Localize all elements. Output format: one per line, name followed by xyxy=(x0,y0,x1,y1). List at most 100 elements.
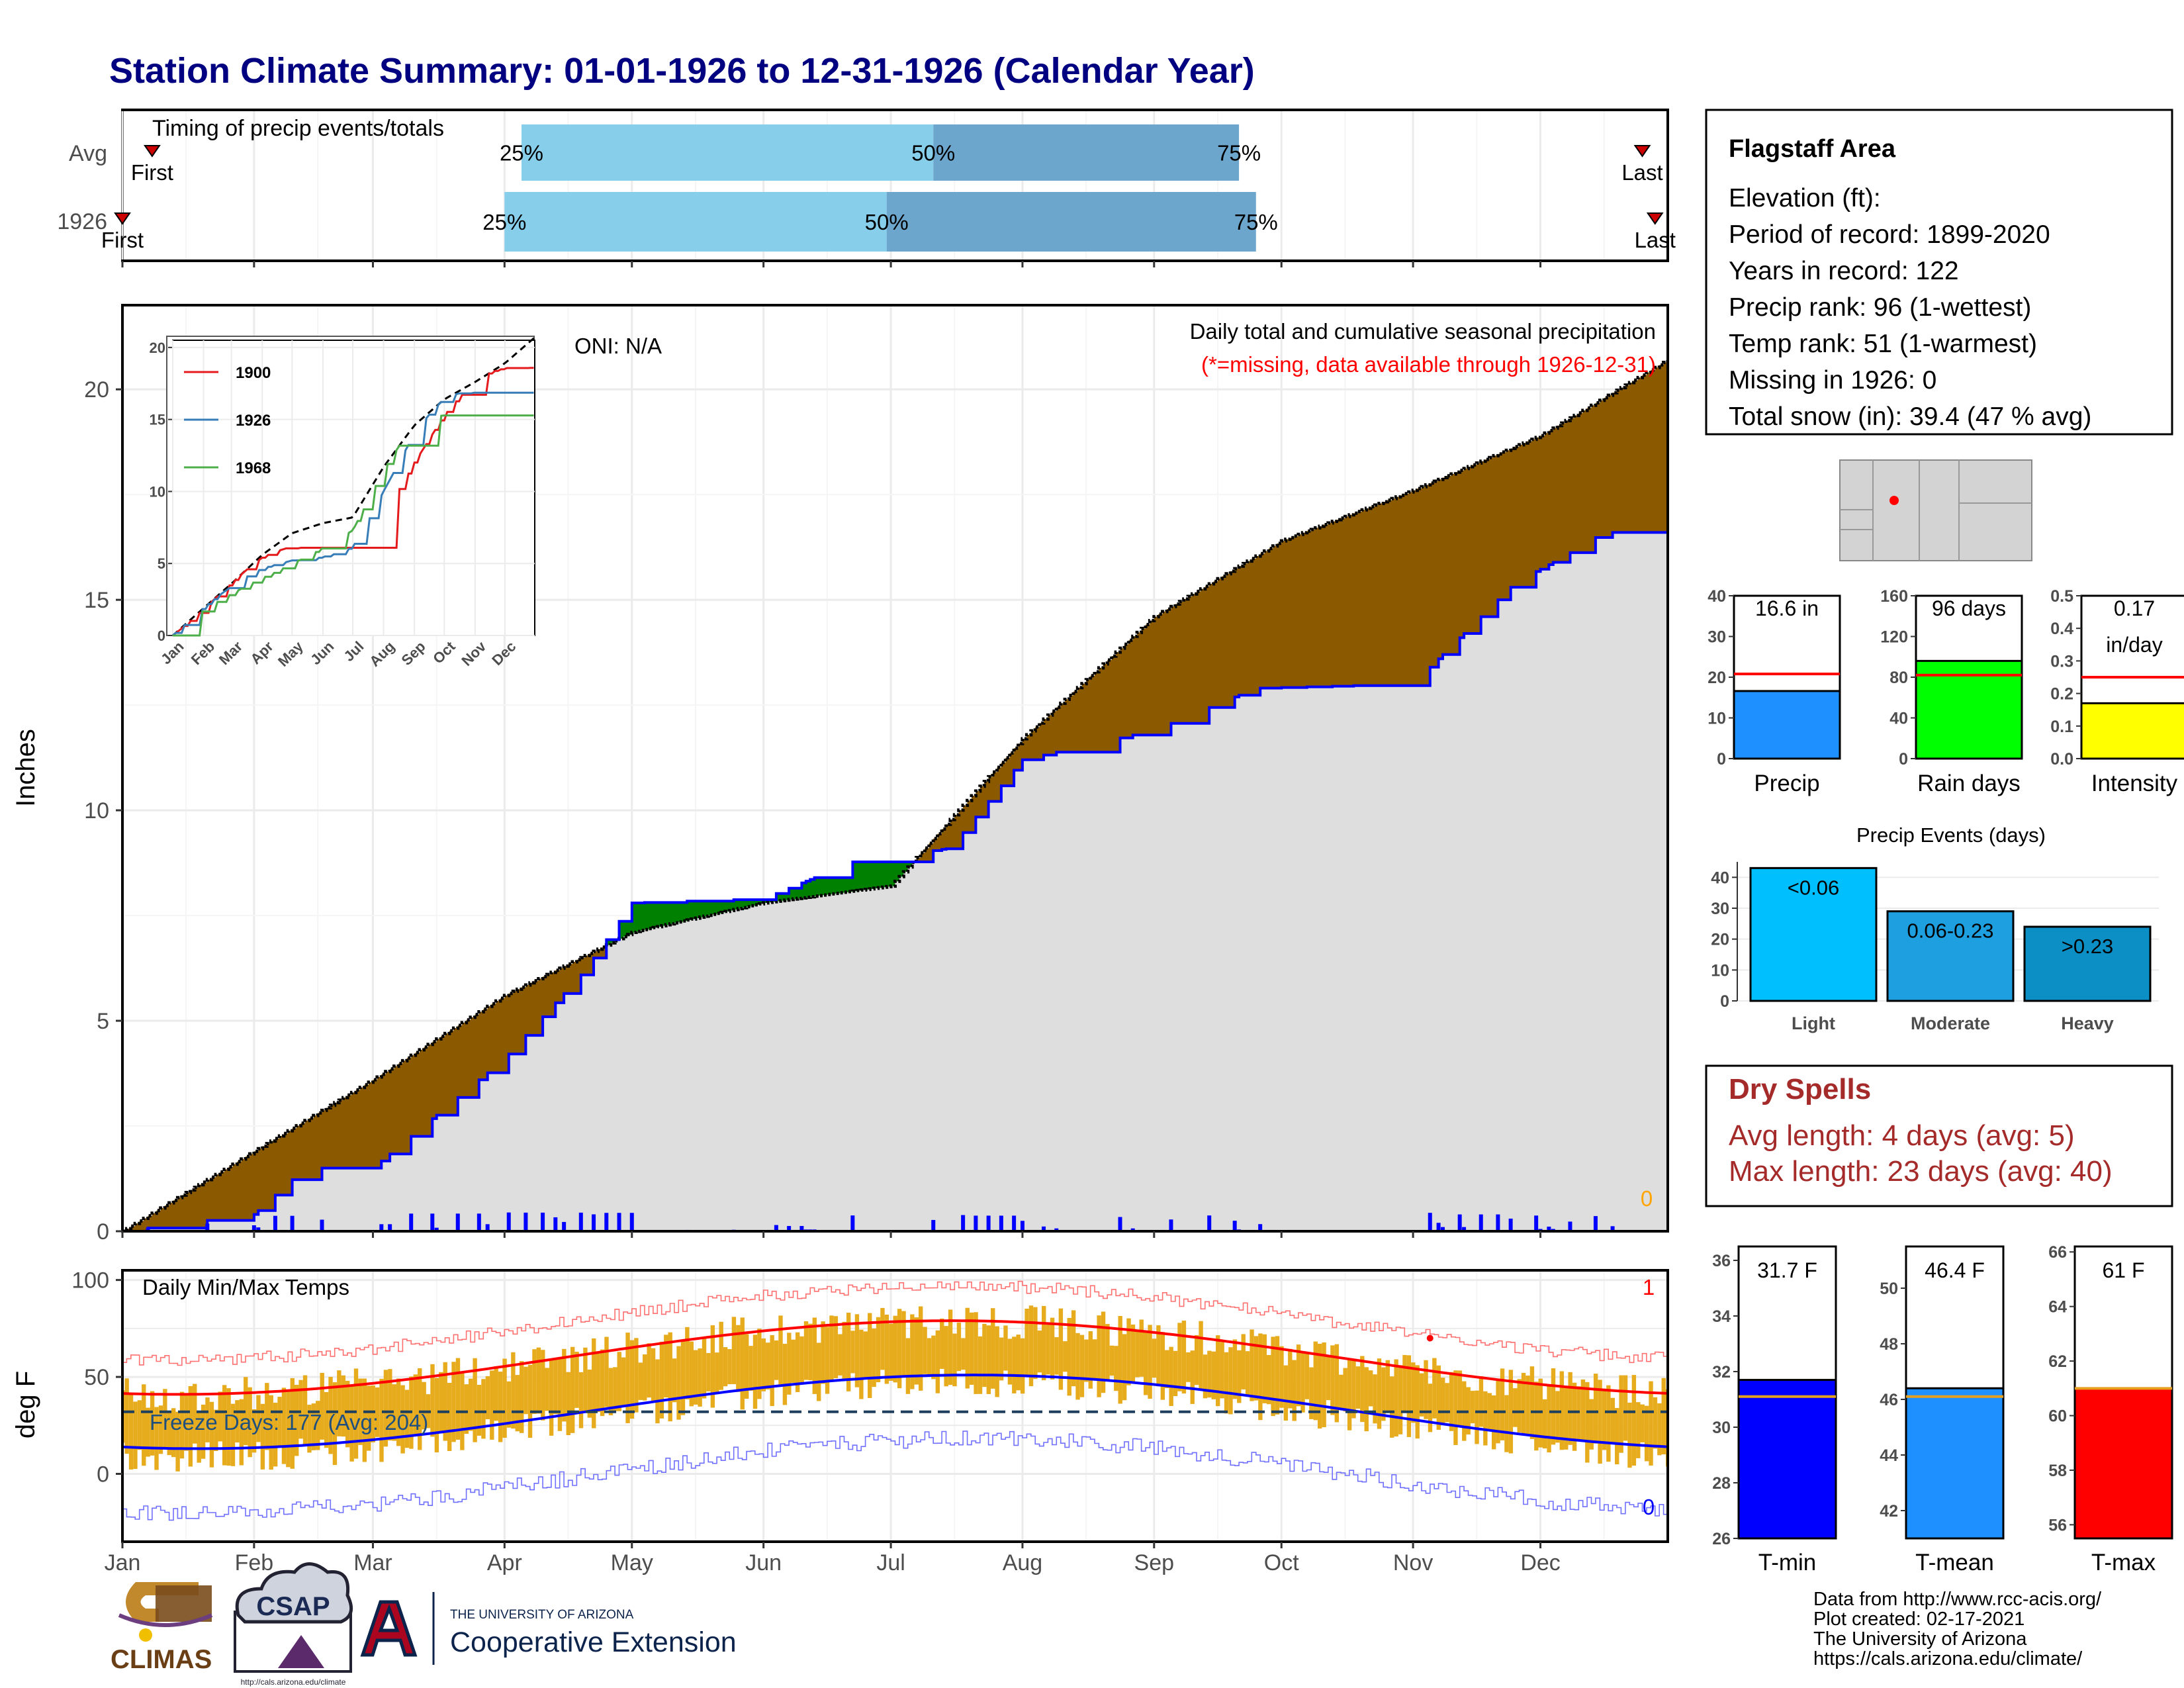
info-line-elevation: Elevation (ft): xyxy=(1729,184,1881,212)
daily-temp-bar xyxy=(727,1349,732,1385)
temp-summary-tick-label: 34 xyxy=(1712,1307,1731,1326)
month-axis: Jan Feb Mar Apr May Jun Jul Aug Sep Oct Nov Dec xyxy=(105,261,1561,1575)
temp-summary-tick-label: 28 xyxy=(1712,1474,1731,1493)
temp-summary-tick-label: 30 xyxy=(1712,1419,1731,1437)
dry-spells-title: Dry Spells xyxy=(1729,1073,1871,1105)
daily-temp-bar xyxy=(1424,1360,1428,1419)
temp-summary-tick-label: 62 xyxy=(2048,1352,2067,1371)
inset-ytick-label: 5 xyxy=(158,555,165,572)
inset-ytick-label: 15 xyxy=(150,412,165,428)
daily-precip-bar xyxy=(430,1213,435,1231)
daily-temp-bar xyxy=(1402,1354,1407,1411)
daily-temp-bar xyxy=(1381,1367,1386,1421)
daily-temp-bar xyxy=(817,1342,821,1401)
temp-summary-tick-label: 46 xyxy=(1880,1391,1898,1409)
daily-temp-bar xyxy=(128,1393,134,1470)
daily-temp-bar xyxy=(702,1338,707,1399)
daily-temp-bar xyxy=(969,1312,974,1385)
daily-temp-bar xyxy=(1130,1324,1136,1383)
daily-temp-bar xyxy=(608,1368,614,1416)
csap-wordmark: CSAP xyxy=(256,1592,330,1621)
daily-precip-bar xyxy=(604,1213,609,1231)
month-label-may: May xyxy=(611,1550,653,1575)
temp-summary-tick-label: 48 xyxy=(1880,1335,1898,1354)
temp-summary-tick-label: 44 xyxy=(1880,1446,1898,1465)
mini-chart-label: Precip xyxy=(1754,771,1819,796)
daily-temp-bar xyxy=(545,1368,549,1411)
daily-temp-bar xyxy=(1445,1383,1449,1423)
daily-precip-bar xyxy=(273,1215,277,1231)
daily-temp-bar xyxy=(481,1379,486,1439)
mini-chart-rain-days: 0 40 80 120 160 96 days Rain days xyxy=(1880,587,2023,796)
daily-temp-bar xyxy=(812,1317,817,1394)
daily-temp-bar xyxy=(1343,1368,1347,1412)
daily-temp-bar xyxy=(566,1372,570,1436)
month-label-jul: Jul xyxy=(876,1550,905,1575)
daily-temp-bar xyxy=(392,1384,396,1441)
daily-temp-bar xyxy=(154,1407,159,1470)
daily-temp-bar xyxy=(1661,1378,1666,1455)
month-label-oct: Oct xyxy=(1264,1550,1299,1575)
mini-chart-tick-label: 160 xyxy=(1880,587,1908,606)
daily-temp-bar xyxy=(464,1384,469,1434)
daily-temp-bar xyxy=(320,1372,324,1440)
daily-temp-bar xyxy=(1580,1379,1586,1442)
daily-precip-bar xyxy=(961,1215,966,1231)
daily-temp-bar xyxy=(1271,1336,1275,1417)
daily-temp-bar xyxy=(1228,1347,1233,1415)
daily-precip-bar xyxy=(1169,1219,1173,1231)
temp-ytick-label: 100 xyxy=(71,1268,109,1293)
daily-precip-bar xyxy=(146,1228,150,1231)
events-tick-label: 10 xyxy=(1711,961,1729,980)
record-high-count: 1 xyxy=(1643,1275,1655,1299)
temp-summary-tick-label: 50 xyxy=(1880,1280,1898,1298)
daily-temp-bar xyxy=(1245,1351,1250,1396)
mini-chart-precip: 0 10 20 30 40 16.6 in Precip xyxy=(1707,587,1841,796)
daily-temp-bar xyxy=(269,1395,273,1470)
daily-temp-bar xyxy=(549,1358,554,1436)
precip-panel: 0 5 10 15 20 Inches Daily total and cumulati… xyxy=(11,304,1669,1244)
daily-precip-bar xyxy=(205,1223,210,1231)
daily-precip-bar xyxy=(850,1215,855,1231)
daily-precip-bar xyxy=(256,1227,261,1231)
daily-temp-bar xyxy=(799,1336,804,1383)
daily-temp-bar xyxy=(451,1362,456,1442)
precip-missing-note: (*=missing, data available through 1926-… xyxy=(1201,352,1656,377)
daily-temp-bar xyxy=(1347,1358,1352,1430)
temp-summary-t-max: 56 58 60 62 64 66 61 F T-max xyxy=(2048,1243,2173,1575)
daily-temp-bar xyxy=(175,1411,180,1472)
temp-ytick-label: 50 xyxy=(84,1365,109,1390)
daily-temp-bar xyxy=(995,1326,999,1397)
daily-temp-bar xyxy=(757,1329,762,1399)
daily-temp-bar xyxy=(418,1368,422,1450)
daily-temp-bar xyxy=(897,1309,902,1389)
daily-temp-bar xyxy=(1373,1374,1377,1424)
daily-temp-bar xyxy=(1547,1385,1551,1453)
daily-temp-bar xyxy=(498,1372,503,1442)
inset-ytick-label: 10 xyxy=(150,483,165,500)
daily-temp-bar xyxy=(179,1391,185,1459)
daily-temp-bar xyxy=(889,1323,893,1382)
mini-chart-tick-label: 80 xyxy=(1889,669,1908,687)
daily-temp-bar xyxy=(307,1405,312,1453)
daily-temp-bar xyxy=(244,1377,248,1446)
locator-map xyxy=(1839,459,2032,561)
daily-temp-bar xyxy=(273,1403,278,1467)
temp-summary-tick-label: 36 xyxy=(1712,1252,1731,1270)
csap-logo: CSAP http://cals.arizona.edu/climate xyxy=(234,1562,353,1687)
month-label-jan: Jan xyxy=(105,1550,141,1575)
daily-temp-bar xyxy=(604,1336,609,1407)
daily-temp-bar xyxy=(766,1342,770,1389)
daily-temp-bar xyxy=(201,1404,206,1459)
precip-events-chart: Precip Events (days) 0 10 20 30 40 <0.06 Light… xyxy=(1711,823,2159,1033)
temp-summary-value: 61 F xyxy=(2102,1258,2144,1282)
daily-temp-bar xyxy=(477,1384,482,1436)
daily-temp-bar xyxy=(634,1338,639,1413)
daily-temp-bar xyxy=(332,1382,338,1466)
daily-temp-bar xyxy=(774,1340,779,1380)
daily-temp-bar xyxy=(744,1334,749,1399)
daily-temp-bar xyxy=(1275,1336,1280,1415)
daily-temp-bar xyxy=(1118,1315,1122,1404)
daily-temp-bar xyxy=(1173,1350,1178,1397)
